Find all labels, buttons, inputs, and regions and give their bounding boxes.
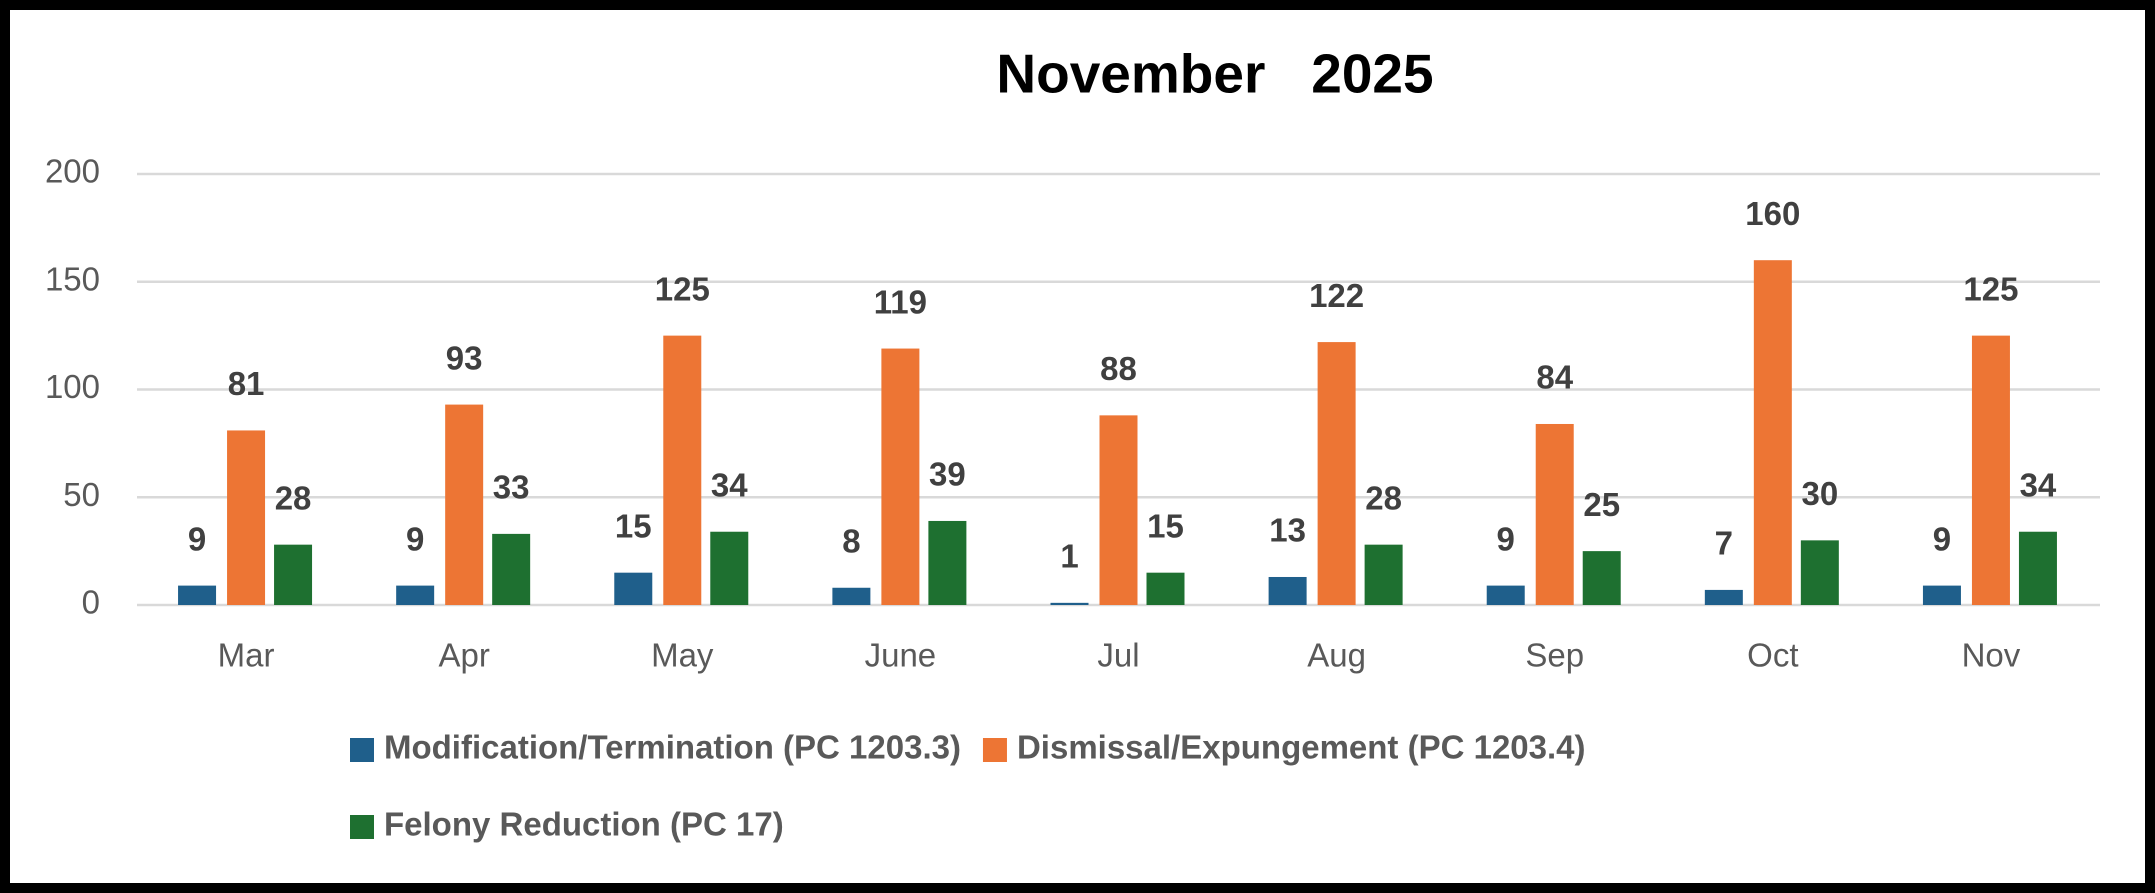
data-label: 13: [1269, 512, 1306, 549]
bar: [1800, 540, 1839, 605]
bar: [1704, 589, 1743, 605]
bar: [832, 587, 871, 605]
data-label: 88: [1100, 350, 1137, 387]
legend-swatch: [350, 815, 374, 839]
data-label: 119: [874, 283, 927, 320]
legend-label: Felony Reduction (PC 17): [384, 806, 784, 843]
legend-label: Dismissal/Expungement (PC 1203.4): [1017, 729, 1586, 766]
x-tick-label: May: [651, 637, 714, 674]
data-label: 8: [842, 522, 860, 559]
bar: [928, 520, 967, 605]
data-label: 7: [1715, 525, 1733, 562]
data-label: 28: [1365, 479, 1402, 516]
bar: [1146, 572, 1185, 605]
bar: [1099, 415, 1138, 605]
bar: [663, 335, 702, 605]
bar: [227, 430, 266, 605]
data-label: 9: [1497, 520, 1515, 557]
bar: [492, 533, 531, 605]
bar: [445, 404, 484, 605]
data-label: 15: [615, 507, 652, 544]
data-label: 34: [711, 466, 748, 503]
data-label: 9: [1933, 520, 1951, 557]
bar: [614, 572, 653, 605]
data-label: 125: [1963, 270, 2018, 307]
x-tick-label: Oct: [1747, 637, 1798, 674]
x-tick-label: June: [865, 637, 937, 674]
data-label: 9: [406, 520, 424, 557]
data-label: 28: [275, 479, 312, 516]
x-tick-label: Nov: [1962, 637, 2021, 674]
data-label: 81: [228, 365, 265, 402]
bar: [274, 544, 313, 605]
data-label: 9: [188, 520, 206, 557]
legend-label: Modification/Termination (PC 1203.3): [384, 729, 961, 766]
data-label: 15: [1147, 507, 1184, 544]
data-label: 122: [1309, 277, 1364, 314]
legend-swatch: [982, 738, 1007, 762]
y-tick-label: 50: [63, 476, 100, 513]
bar: [710, 531, 749, 605]
x-tick-label: Mar: [218, 637, 275, 674]
bar: [1364, 544, 1403, 605]
bar: [2018, 531, 2057, 605]
data-label: 93: [446, 339, 483, 376]
x-tick-label: Aug: [1307, 637, 1366, 674]
x-tick-label: Sep: [1525, 637, 1584, 674]
bar: [1268, 576, 1307, 605]
bar: [1317, 342, 1356, 605]
y-tick-label: 150: [45, 260, 100, 297]
y-tick-label: 100: [45, 368, 100, 405]
data-label: 34: [2020, 466, 2057, 503]
data-label: 1: [1060, 538, 1078, 575]
bar: [1535, 423, 1574, 605]
bar: [1753, 260, 1792, 605]
data-label: 125: [655, 270, 710, 307]
bar: [1486, 585, 1525, 605]
data-label: 160: [1745, 195, 1800, 232]
bar: [1582, 551, 1621, 605]
bar: [1971, 335, 2010, 605]
bar: [178, 585, 217, 605]
legend-swatch: [350, 738, 374, 762]
x-tick-label: Jul: [1097, 637, 1139, 674]
bar: [396, 585, 435, 605]
bar: [1050, 602, 1089, 605]
y-tick-label: 200: [45, 153, 100, 190]
bar: [1922, 585, 1961, 605]
y-tick-label: 0: [82, 584, 100, 621]
bar: [881, 348, 920, 605]
data-label: 25: [1583, 486, 1620, 523]
data-label: 84: [1536, 359, 1573, 396]
data-label: 39: [929, 456, 966, 493]
data-label: 33: [493, 469, 530, 506]
x-tick-label: Apr: [438, 637, 489, 674]
data-label: 30: [1801, 475, 1838, 512]
chart-title: November 2025: [996, 43, 1433, 105]
